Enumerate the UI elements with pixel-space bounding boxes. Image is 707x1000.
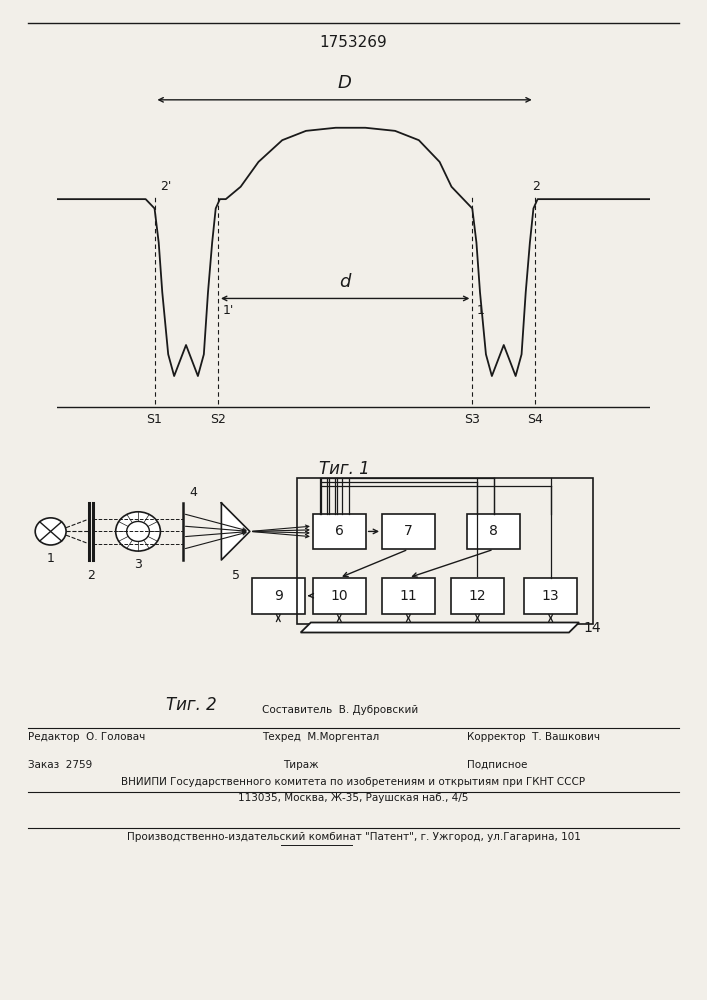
Bar <box>451 578 504 614</box>
Circle shape <box>116 512 160 551</box>
Text: Τиг. 1: Τиг. 1 <box>320 460 370 478</box>
Text: 2': 2' <box>160 180 172 193</box>
Bar <box>382 578 435 614</box>
Text: 1: 1 <box>47 552 54 565</box>
Text: Τиг. 2: Τиг. 2 <box>165 696 216 714</box>
Text: 5: 5 <box>232 569 240 582</box>
Text: Корректор  Т. Вашкович: Корректор Т. Вашкович <box>467 732 600 742</box>
Text: D: D <box>338 74 351 92</box>
Polygon shape <box>221 503 250 560</box>
Text: 1': 1' <box>223 304 234 317</box>
Bar <box>382 514 435 549</box>
Text: ВНИИПИ Государственного комитета по изобретениям и открытиям при ГКНТ СССР: ВНИИПИ Государственного комитета по изоб… <box>122 777 585 787</box>
Text: 1: 1 <box>477 304 485 317</box>
Text: 2: 2 <box>88 569 95 582</box>
Circle shape <box>127 521 149 541</box>
Text: Заказ  2759: Заказ 2759 <box>28 760 93 770</box>
Text: Тираж: Тираж <box>283 760 318 770</box>
Text: 4: 4 <box>189 486 197 499</box>
Text: 12: 12 <box>469 589 486 603</box>
Text: 7: 7 <box>404 524 413 538</box>
Text: S3: S3 <box>464 413 480 426</box>
Text: 14: 14 <box>583 620 601 635</box>
Text: S1: S1 <box>146 413 163 426</box>
Bar <box>525 578 577 614</box>
Text: Составитель  В. Дубровский: Составитель В. Дубровский <box>262 705 418 715</box>
Bar <box>252 578 305 614</box>
Bar <box>297 478 593 624</box>
Text: 10: 10 <box>330 589 348 603</box>
Text: 11: 11 <box>399 589 417 603</box>
Text: Производственно-издательский комбинат "Патент", г. Ужгород, ул.Гагарина, 101: Производственно-издательский комбинат "П… <box>127 832 580 842</box>
Text: Редактор  О. Головач: Редактор О. Головач <box>28 732 146 742</box>
Text: 1753269: 1753269 <box>320 35 387 50</box>
Text: 13: 13 <box>542 589 559 603</box>
Text: S4: S4 <box>527 413 542 426</box>
Text: 6: 6 <box>335 524 344 538</box>
Text: d: d <box>339 273 351 291</box>
Polygon shape <box>300 622 579 633</box>
Text: 2: 2 <box>532 180 539 193</box>
Text: S2: S2 <box>210 413 226 426</box>
Text: Техред  М.Моргентал: Техред М.Моргентал <box>262 732 379 742</box>
Text: 8: 8 <box>489 524 498 538</box>
Text: Подписное: Подписное <box>467 760 527 770</box>
Text: 3: 3 <box>134 558 142 571</box>
Bar <box>467 514 520 549</box>
Bar <box>312 514 366 549</box>
Bar <box>312 578 366 614</box>
Text: 9: 9 <box>274 589 283 603</box>
Text: 113035, Москва, Ж-35, Раушская наб., 4/5: 113035, Москва, Ж-35, Раушская наб., 4/5 <box>238 793 469 803</box>
Circle shape <box>35 518 66 545</box>
